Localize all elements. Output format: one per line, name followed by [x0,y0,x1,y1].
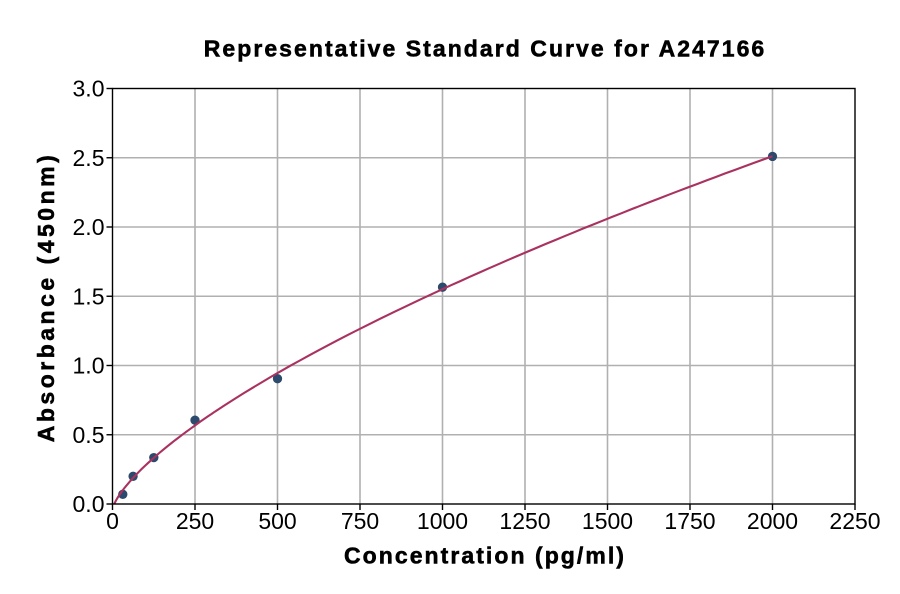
svg-text:0.0: 0.0 [73,491,105,517]
svg-text:1.0: 1.0 [73,353,105,379]
svg-text:2000: 2000 [747,508,798,534]
svg-text:500: 500 [258,508,296,534]
svg-text:2.0: 2.0 [73,214,105,240]
svg-text:0: 0 [106,508,119,534]
svg-text:1.5: 1.5 [73,283,105,309]
svg-text:2.5: 2.5 [73,145,105,171]
svg-text:Representative Standard Curve: Representative Standard Curve for A24716… [204,36,767,62]
svg-text:Absorbance (450nm): Absorbance (450nm) [33,152,59,443]
svg-text:1500: 1500 [582,508,633,534]
svg-text:1750: 1750 [664,508,715,534]
svg-text:Concentration (pg/ml): Concentration (pg/ml) [344,542,626,568]
svg-text:250: 250 [176,508,214,534]
svg-text:750: 750 [341,508,379,534]
svg-text:1250: 1250 [499,508,550,534]
svg-text:2250: 2250 [829,508,880,534]
svg-text:0.5: 0.5 [73,422,105,448]
svg-text:3.0: 3.0 [73,76,105,102]
svg-text:1000: 1000 [417,508,468,534]
